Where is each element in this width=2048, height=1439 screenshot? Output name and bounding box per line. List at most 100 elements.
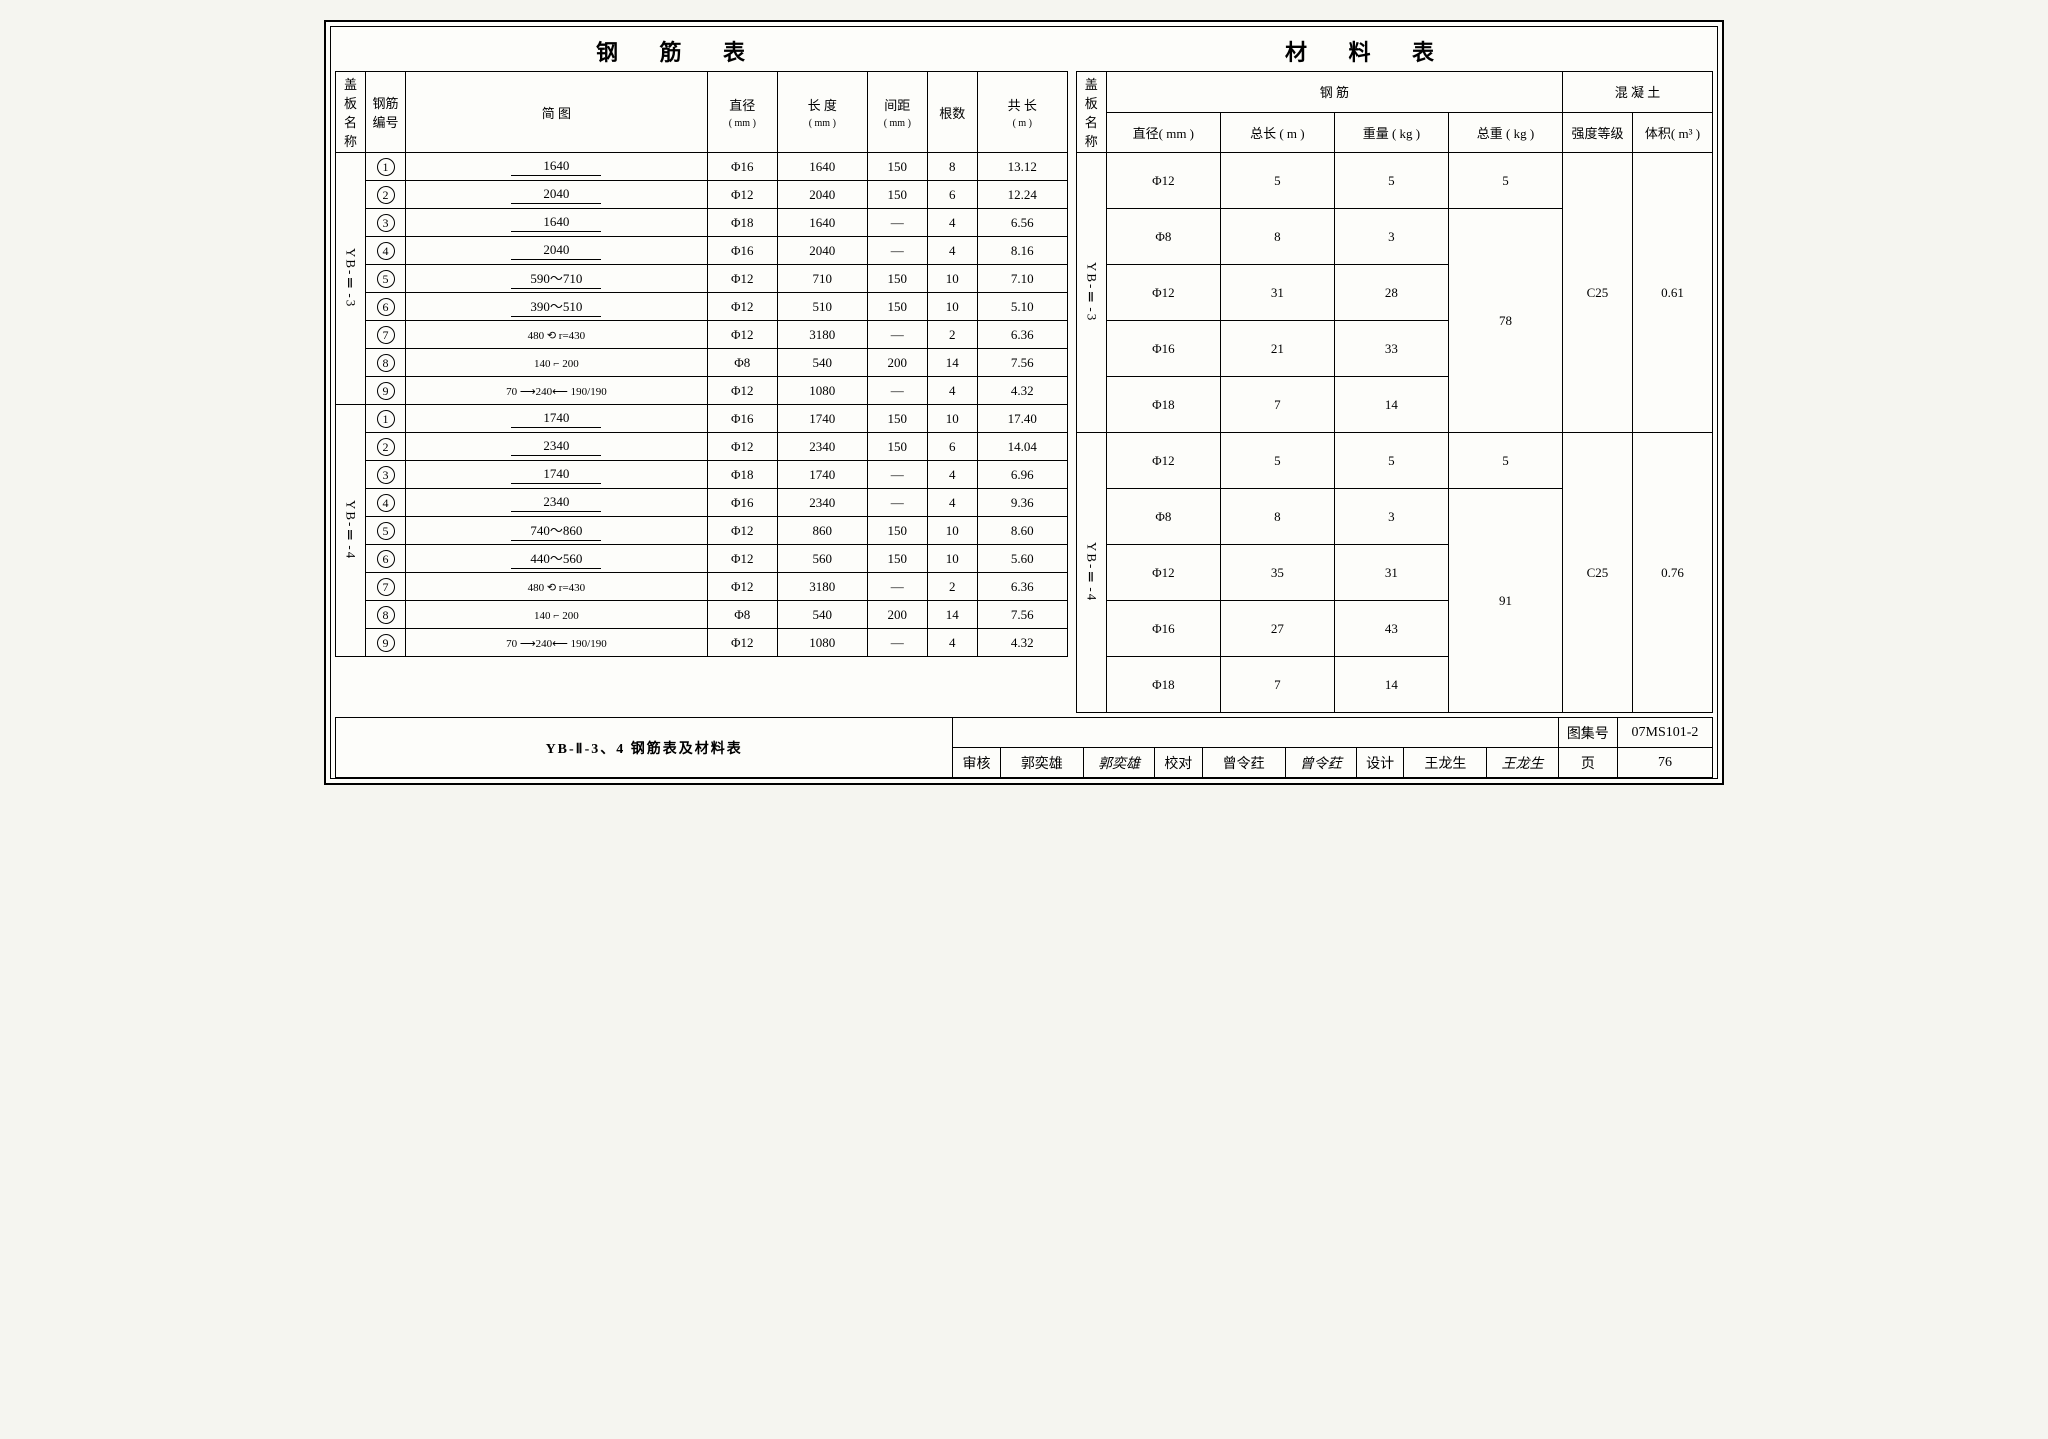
designer: 王龙生 [1404, 748, 1487, 778]
dia-cell: Φ12 [707, 181, 777, 209]
m-wt-cell: 33 [1334, 321, 1448, 377]
bar-no-cell: 9 [366, 629, 406, 657]
sp-cell: 200 [867, 349, 927, 377]
m-wt-cell: 14 [1334, 657, 1448, 713]
dia-cell: Φ8 [707, 349, 777, 377]
sp-cell: 150 [867, 265, 927, 293]
grade-cell: C25 [1562, 153, 1632, 433]
sp-cell: 150 [867, 293, 927, 321]
cnt-cell: 6 [927, 433, 977, 461]
bar-no-cell: 2 [366, 433, 406, 461]
dia-cell: Φ12 [707, 573, 777, 601]
cnt-cell: 8 [927, 153, 977, 181]
sp-cell: — [867, 489, 927, 517]
m-dia-cell: Φ12 [1106, 545, 1220, 601]
bar-no-cell: 1 [366, 405, 406, 433]
tot-cell: 7.56 [977, 601, 1067, 629]
tot-cell: 6.96 [977, 461, 1067, 489]
shape-cell: 480 ⟲ r=430 [406, 573, 708, 601]
rebar-row: 42340Φ162340—49.36 [336, 489, 1068, 517]
rebar-row: 5590～710Φ12710150107.10 [336, 265, 1068, 293]
len-cell: 1640 [777, 209, 867, 237]
sp-cell: — [867, 629, 927, 657]
bar-no-cell: 3 [366, 209, 406, 237]
len-cell: 710 [777, 265, 867, 293]
drawing-sheet: 钢 筋 表 材 料 表 盖板名称 钢筋编号 简 图 [324, 20, 1724, 785]
rebar-row: YB-Ⅱ-411740Φ1617401501017.40 [336, 405, 1068, 433]
mhdr-grade: 强度等级 [1562, 112, 1632, 153]
m-wt-cell: 3 [1334, 489, 1448, 545]
plate-name-cell: YB-Ⅱ-3 [1076, 153, 1106, 433]
dia-cell: Φ12 [707, 517, 777, 545]
tot-cell: 9.36 [977, 489, 1067, 517]
shape-cell: 140 ⌐ 200 [406, 601, 708, 629]
len-cell: 1080 [777, 629, 867, 657]
material-table: 盖板名称 钢 筋 混 凝 土 直径( mm ) 总长 ( m ) 重量 ( kg… [1076, 71, 1713, 713]
m-len-cell: 8 [1220, 489, 1334, 545]
cnt-cell: 10 [927, 293, 977, 321]
sp-cell: — [867, 573, 927, 601]
sp-cell: 150 [867, 433, 927, 461]
mhdr-plate-name: 盖板名称 [1076, 72, 1106, 153]
cnt-cell: 2 [927, 573, 977, 601]
tot-cell: 17.40 [977, 405, 1067, 433]
dia-cell: Φ18 [707, 461, 777, 489]
bar-no-cell: 8 [366, 349, 406, 377]
cnt-cell: 4 [927, 237, 977, 265]
bar-no-cell: 7 [366, 321, 406, 349]
len-cell: 1640 [777, 153, 867, 181]
rebar-row: 42040Φ162040—48.16 [336, 237, 1068, 265]
sp-cell: 150 [867, 517, 927, 545]
hdr-bar-no: 钢筋编号 [366, 72, 406, 153]
m-dia-cell: Φ8 [1106, 209, 1220, 265]
tot-cell: 6.36 [977, 573, 1067, 601]
sp-cell: — [867, 321, 927, 349]
shape-cell: 440～560 [406, 545, 708, 573]
len-cell: 3180 [777, 573, 867, 601]
hdr-plate-name: 盖板名称 [336, 72, 366, 153]
inner-frame: 钢 筋 表 材 料 表 盖板名称 钢筋编号 简 图 [330, 26, 1718, 779]
material-table-title: 材 料 表 [1024, 35, 1713, 67]
cnt-cell: 14 [927, 349, 977, 377]
hdr-shape: 简 图 [406, 72, 708, 153]
checker-sig: 曾令荭 [1285, 748, 1356, 778]
m-dia-cell: Φ12 [1106, 265, 1220, 321]
tot-cell: 12.24 [977, 181, 1067, 209]
sp-cell: — [867, 237, 927, 265]
dia-cell: Φ12 [707, 545, 777, 573]
hdr-sp: 间距( mm ) [867, 72, 927, 153]
m-len-cell: 8 [1220, 209, 1334, 265]
dia-cell: Φ12 [707, 321, 777, 349]
shape-cell: 1640 [406, 209, 708, 237]
shape-cell: 2040 [406, 181, 708, 209]
m-len-cell: 31 [1220, 265, 1334, 321]
len-cell: 3180 [777, 321, 867, 349]
bar-no-cell: 3 [366, 461, 406, 489]
shape-cell: 480 ⟲ r=430 [406, 321, 708, 349]
rebar-row: 31740Φ181740—46.96 [336, 461, 1068, 489]
sp-cell: — [867, 461, 927, 489]
dia-cell: Φ16 [707, 237, 777, 265]
m-len-cell: 35 [1220, 545, 1334, 601]
bar-no-cell: 2 [366, 181, 406, 209]
title-block: YB-Ⅱ-3、4 钢筋表及材料表 图集号 07MS101-2 审核 郭奕雄 郭奕… [335, 717, 1713, 778]
dia-cell: Φ12 [707, 629, 777, 657]
dia-cell: Φ12 [707, 433, 777, 461]
rebar-row: 31640Φ181640—46.56 [336, 209, 1068, 237]
m-totwt-cell: 91 [1448, 489, 1562, 713]
m-wt-cell: 31 [1334, 545, 1448, 601]
len-cell: 540 [777, 349, 867, 377]
set-label: 图集号 [1558, 718, 1617, 748]
hdr-len: 长 度( mm ) [777, 72, 867, 153]
plate-name-cell: YB-Ⅱ-4 [336, 405, 366, 657]
shape-cell: 740～860 [406, 517, 708, 545]
bar-no-cell: 6 [366, 293, 406, 321]
bar-no-cell: 8 [366, 601, 406, 629]
tot-cell: 14.04 [977, 433, 1067, 461]
shape-cell: 1740 [406, 461, 708, 489]
m-len-cell: 5 [1220, 433, 1334, 489]
tables-container: 盖板名称 钢筋编号 简 图 直径( mm ) 长 度( mm ) 间距( mm … [335, 71, 1713, 713]
plate-name-cell: YB-Ⅱ-3 [336, 153, 366, 405]
tot-cell: 4.32 [977, 629, 1067, 657]
shape-cell: 390～510 [406, 293, 708, 321]
